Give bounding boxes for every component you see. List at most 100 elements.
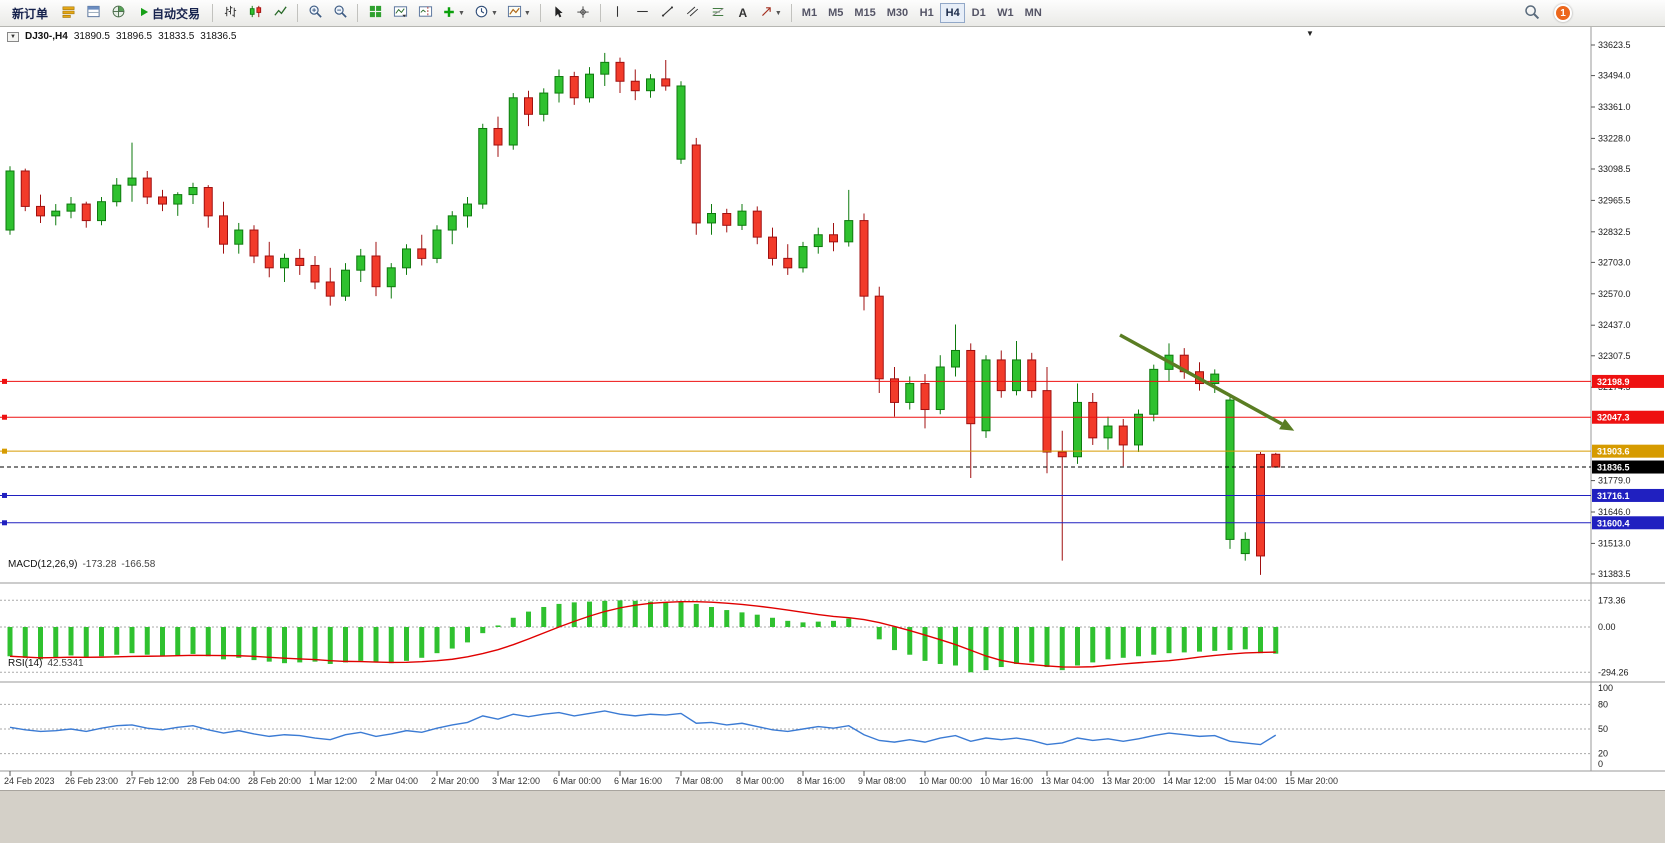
notification-badge[interactable]: 1 [1554,4,1572,22]
svg-text:24 Feb 2023: 24 Feb 2023 [4,776,55,786]
line-chart-button[interactable] [268,2,292,24]
text-tool-icon: A [738,6,748,20]
candlestick-chart-button[interactable] [243,2,267,24]
templates-button[interactable]: ▼ [503,2,535,24]
svg-text:50: 50 [1598,724,1608,734]
svg-text:26 Feb 23:00: 26 Feb 23:00 [65,776,118,786]
channel-tool-button[interactable] [681,2,705,24]
text-tool-button[interactable]: A [731,2,755,24]
timeframe-button-W1[interactable]: W1 [992,3,1019,23]
crosshair-button[interactable] [571,2,595,24]
vertical-line-icon [611,5,624,21]
svg-text:31513.0: 31513.0 [1598,538,1631,548]
tile-windows-button[interactable] [363,2,387,24]
svg-text:33098.5: 33098.5 [1598,164,1631,174]
status-bar [0,790,1665,843]
timeframe-button-H4[interactable]: H4 [940,3,966,23]
bar-chart-button[interactable] [218,2,242,24]
macd-main-value: -173.28 [82,559,117,570]
template-chart-icon [507,4,522,22]
price-lines-layer: 32198.9 32047.3 31903.6 31836.5 31716.1 31600… [0,374,1664,530]
svg-text:10 Mar 00:00: 10 Mar 00:00 [919,776,972,786]
market-watch-button[interactable] [56,2,80,24]
data-window-button[interactable] [81,2,105,24]
timeframe-button-H1[interactable]: H1 [914,3,939,23]
cursor-icon [551,5,565,22]
svg-text:100: 100 [1598,683,1613,693]
auto-scroll-button[interactable] [388,2,412,24]
add-indicator-button[interactable]: ▼ [438,2,469,24]
timeframe-button-M15[interactable]: M15 [849,3,880,23]
svg-text:31779.0: 31779.0 [1598,476,1631,486]
horizontal-line-tool-button[interactable] [631,2,655,24]
arrows-tool-icon [760,5,773,21]
price-chart[interactable]: 33623.5 33494.0 33361.0 33228.0 33098.5 32965… [0,27,1665,790]
search-button[interactable] [1520,2,1544,24]
arrows-tool-button[interactable]: ▼ [756,2,786,24]
fibonacci-icon [711,5,725,22]
line-chart-icon [273,4,288,22]
tile-windows-icon [368,4,383,22]
symbol-period-text: DJ30-,H4 [25,31,68,42]
timeframe-button-D1[interactable]: D1 [966,3,991,23]
equidistant-channel-icon [686,5,699,21]
candlestick-chart-icon [248,4,263,22]
navigator-button[interactable] [106,2,130,24]
svg-text:31646.0: 31646.0 [1598,507,1631,517]
macd-indicator-label: MACD(12,26,9) -173.28 -166.58 [8,559,155,570]
one-click-trading-toggle[interactable]: ▼ [7,31,19,42]
toolbar-right-group: 1 [1520,2,1660,24]
rsi-indicator-label: RSI(14) 42.5341 [8,658,84,669]
ohlc-close: 31836.5 [200,31,237,42]
svg-text:1 Mar 12:00: 1 Mar 12:00 [309,776,357,786]
svg-text:31903.6: 31903.6 [1597,447,1630,457]
svg-text:33623.5: 33623.5 [1598,40,1631,50]
zoom-out-icon [333,4,348,22]
periods-button[interactable]: ▼ [470,2,502,24]
svg-text:10 Mar 16:00: 10 Mar 16:00 [980,776,1033,786]
svg-text:31836.5: 31836.5 [1597,463,1630,473]
chart-shift-button[interactable] [413,2,437,24]
auto-trading-button[interactable]: 自动交易 [131,2,207,24]
vertical-line-tool-button[interactable] [606,2,630,24]
main-toolbar: 新订单 自动交易 [0,0,1665,27]
price-axis-layer: 33623.5 33494.0 33361.0 33228.0 33098.5 32965… [1591,40,1631,579]
toolbar-separator [539,4,541,22]
svg-text:28 Feb 20:00: 28 Feb 20:00 [248,776,301,786]
toolbar-separator [357,4,359,22]
fibonacci-tool-button[interactable] [706,2,730,24]
add-indicator-plus-icon [442,5,456,22]
svg-text:80: 80 [1598,699,1608,709]
zoom-out-button[interactable] [328,2,352,24]
timeframe-button-M1[interactable]: M1 [797,3,822,23]
svg-text:33228.0: 33228.0 [1598,133,1631,143]
svg-text:33494.0: 33494.0 [1598,71,1631,81]
trend-arrow [1119,333,1295,431]
timeframe-button-MN[interactable]: MN [1020,3,1047,23]
new-order-button[interactable]: 新订单 [5,2,55,24]
svg-text:32307.5: 32307.5 [1598,351,1631,361]
chart-shift-icon [418,4,433,22]
timeframe-button-M30[interactable]: M30 [882,3,913,23]
chart-area: 33623.5 33494.0 33361.0 33228.0 33098.5 32965… [0,27,1665,790]
svg-text:31716.1: 31716.1 [1597,491,1630,501]
chart-shift-end-marker[interactable]: ▼ [1306,29,1314,38]
trendline-tool-button[interactable] [656,2,680,24]
market-watch-icon [61,4,76,22]
svg-text:0: 0 [1598,759,1603,769]
horizontal-line-icon [636,5,649,21]
macd-name: MACD(12,26,9) [8,559,78,570]
zoom-in-button[interactable] [303,2,327,24]
svg-text:32965.5: 32965.5 [1598,195,1631,205]
chart-symbol-label: ▼ DJ30-,H4 31890.5 31896.5 31833.5 31836… [7,31,236,42]
timeframe-toolbar: M1 M5 M15 M30 H1 H4 D1 W1 MN [797,3,1047,23]
svg-text:32703.0: 32703.0 [1598,257,1631,267]
bar-chart-icon [223,4,238,22]
cursor-button[interactable] [546,2,570,24]
ohlc-high: 31896.5 [115,31,153,42]
timeframe-button-M5[interactable]: M5 [823,3,848,23]
svg-text:6 Mar 00:00: 6 Mar 00:00 [553,776,601,786]
svg-text:2 Mar 20:00: 2 Mar 20:00 [431,776,479,786]
rsi-name: RSI(14) [8,658,43,669]
